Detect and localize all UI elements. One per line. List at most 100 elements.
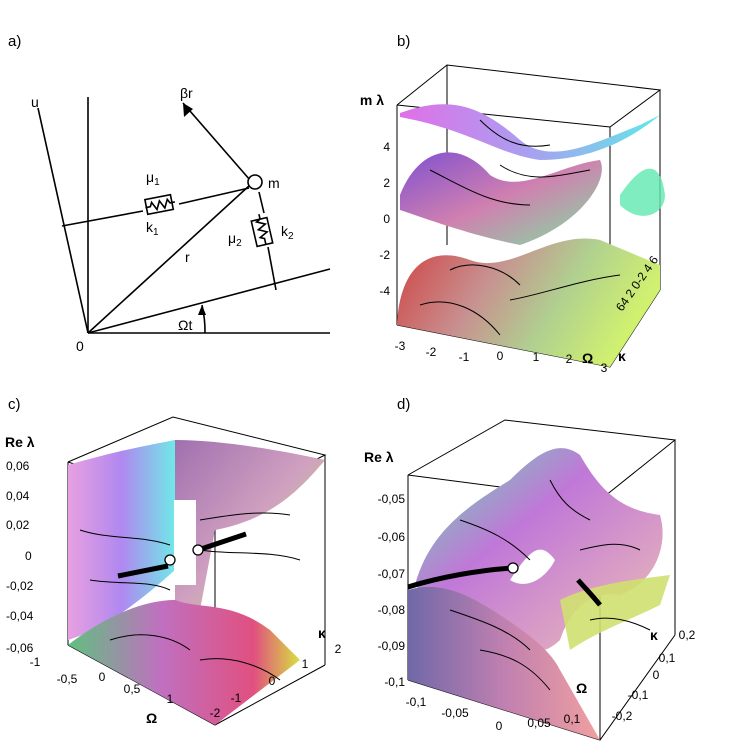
chart-c-ylabel: κ <box>318 625 326 641</box>
y-tick: 0,2 <box>679 628 696 642</box>
contours-b <box>419 119 621 336</box>
surface-b-middle <box>400 152 602 245</box>
y-tick: 0,1 <box>659 651 676 665</box>
chart-d-zticks: -0,05 -0,06 -0,07 -0,08 -0,09 -0,1 <box>378 492 406 689</box>
x-tick: 0 <box>497 349 504 363</box>
critical-curve-d-left <box>407 565 513 590</box>
spring2-top-line <box>258 191 265 214</box>
z-tick: -2 <box>379 248 390 262</box>
chart-d-xlabel: Ω <box>576 680 587 696</box>
chart-d: Re λ -0,05 -0,06 -0,07 -0,08 -0,09 -0,1 … <box>364 419 696 741</box>
u-axis <box>37 107 89 334</box>
z-tick: 0 <box>25 549 32 563</box>
chart-c-xlabel: Ω <box>146 710 157 726</box>
beta-r-arrow-line <box>182 102 251 181</box>
origin-label: 0 <box>76 338 84 354</box>
critical-curve-c-left <box>117 563 169 579</box>
surface-b-right-lobe <box>620 168 665 216</box>
x-tick: 2 <box>566 352 573 366</box>
panel-d-label: d) <box>397 396 411 413</box>
mu1-label: μ1 <box>146 169 160 188</box>
chart-d-zlabel: Re λ <box>364 449 394 465</box>
x-tick: -3 <box>395 339 406 353</box>
y-tick: -0,1 <box>628 688 649 702</box>
x-tick: 0,5 <box>124 682 141 696</box>
singular-point-c-left <box>164 554 176 566</box>
spring2-zigzag <box>254 214 269 245</box>
panel-c-label: c) <box>8 396 21 413</box>
z-tick: 2 <box>383 176 390 190</box>
omega-t-label: Ωt <box>178 317 192 333</box>
r-label: r <box>185 249 190 265</box>
chart-b: Im λ 4 2 0 -2 -4 -3 -2 -1 0 1 2 3 64 2 0… <box>360 64 665 375</box>
y-tick: -2 <box>210 706 221 720</box>
spring1-right-line <box>178 187 250 205</box>
chart-d-xticks: -0,1 -0,05 0 0,05 0,1 <box>406 695 581 733</box>
u-label: u <box>31 94 39 110</box>
x-tick: 0,05 <box>527 716 551 730</box>
chart-c-zticks: 0,06 0,04 0,02 0 -0,02 -0,04 -0,06 <box>6 459 34 655</box>
k1-label: k1 <box>146 219 159 238</box>
surface-c-right <box>175 440 325 610</box>
x-tick: 3 <box>601 361 608 375</box>
chart-c: Re λ 0,06 0,04 0,02 0 -0,02 -0,04 -0,06 … <box>5 416 342 726</box>
z-tick: 0 <box>383 212 390 226</box>
surface-d-bottom <box>408 586 600 740</box>
singular-point-c-right <box>192 544 204 556</box>
spring1-zigzag <box>145 197 176 212</box>
rotating-axis <box>87 268 331 334</box>
x-tick: -0,5 <box>57 672 78 686</box>
chart-b-zlabel: Im λ <box>360 92 384 108</box>
surface-c-bottom <box>68 600 300 725</box>
spring2-bottom-line <box>267 246 277 291</box>
y-tick: 2 <box>335 642 342 656</box>
chart-d-yticks: 0,2 0,1 0 -0,1 -0,2 <box>612 628 696 723</box>
chart-b-xlabel: Ω <box>582 350 593 366</box>
z-tick: -0,1 <box>384 675 405 689</box>
beta-r-arrowhead <box>183 103 193 117</box>
r-vector <box>87 184 251 334</box>
y-tick: 0 <box>653 668 660 682</box>
x-tick: 1 <box>167 692 174 706</box>
chart-b-zticks: 4 2 0 -2 -4 <box>379 140 390 298</box>
z-tick: -0,04 <box>6 609 34 623</box>
z-tick: -0,07 <box>378 567 406 581</box>
z-tick: -0,06 <box>6 641 34 655</box>
chart-b-ylabel: κ <box>618 348 626 364</box>
surface-d-hole <box>510 549 555 584</box>
x-tick: -1 <box>459 350 470 364</box>
z-tick: -0,02 <box>6 579 34 593</box>
chart-c-zlabel: Re λ <box>5 434 35 450</box>
surface-b-top <box>400 104 660 160</box>
x-tick: -2 <box>426 345 437 359</box>
chart-c-xticks: -1 -0,5 0 0,5 1 <box>30 655 174 706</box>
z-tick: -0,06 <box>378 530 406 544</box>
surface-d-main <box>415 448 663 651</box>
mu2-label: μ2 <box>228 230 242 249</box>
panel-a-label: a) <box>8 33 22 50</box>
contours-c <box>79 512 301 681</box>
z-tick: 0,04 <box>6 489 30 503</box>
damper2-box <box>250 216 274 248</box>
surface-c-gap <box>174 500 196 585</box>
y-tick: 0 <box>269 674 276 688</box>
x-tick: -0,1 <box>406 695 427 709</box>
surface-b-bottom <box>397 238 660 367</box>
z-tick: 4 <box>383 140 390 154</box>
omega-arrowhead <box>198 305 206 315</box>
x-tick: -0,05 <box>441 706 469 720</box>
y-tick: 1 <box>302 657 309 671</box>
chart-d-ylabel: κ <box>650 627 658 643</box>
z-tick: -0,08 <box>378 603 406 617</box>
critical-curve-c-right <box>197 531 247 553</box>
beta-r-label: βr <box>180 85 193 101</box>
surface-c-left <box>68 440 175 640</box>
singular-point-d <box>507 562 519 574</box>
panel-b-label: b) <box>397 33 411 50</box>
z-tick: 0,06 <box>6 459 30 473</box>
z-tick: -4 <box>379 284 390 298</box>
mass-label: m <box>268 175 280 191</box>
z-tick: 0,02 <box>6 518 30 532</box>
rotor-diagram: u βr m μ1 k1 μ2 k2 r Ωt 0 <box>31 85 331 354</box>
z-tick: -0,09 <box>378 639 406 653</box>
